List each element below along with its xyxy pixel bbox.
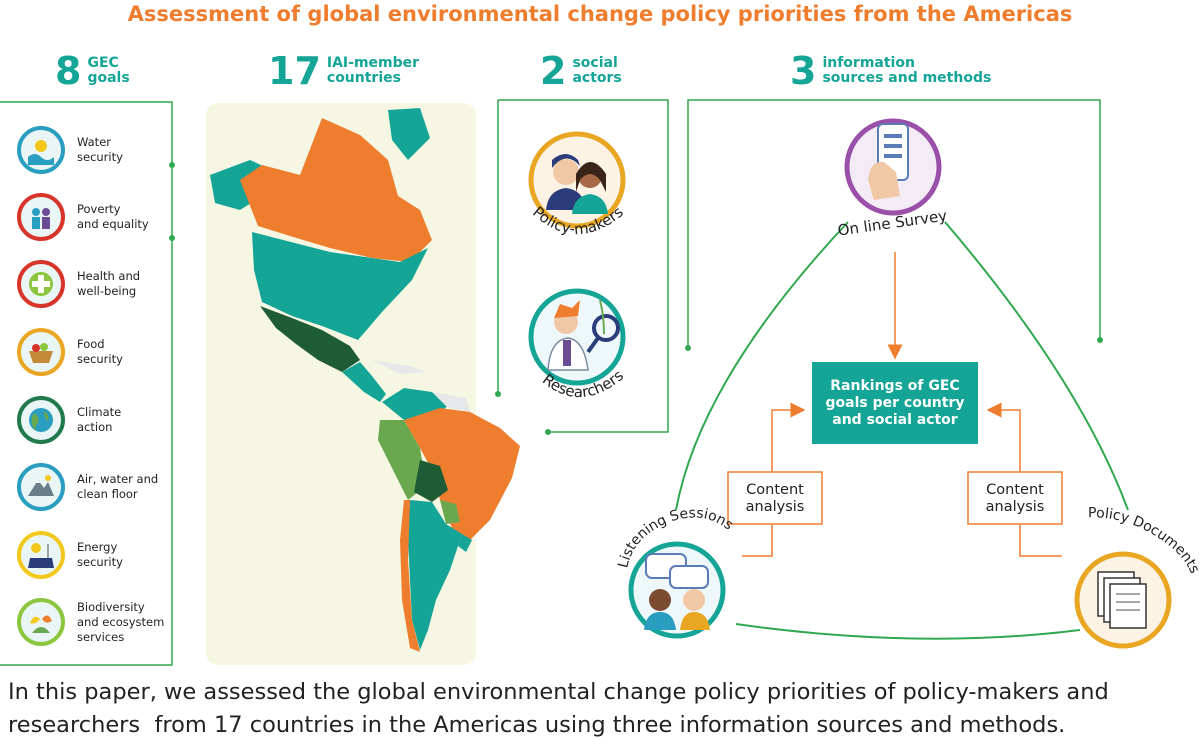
stat-label: GEC xyxy=(87,55,119,71)
rankings-box: Rankings of GEC goals per country and soci… xyxy=(812,362,978,444)
map-region-brazil xyxy=(404,408,520,540)
map-region-bolivia xyxy=(414,460,448,502)
goal-label: Food xyxy=(77,337,105,351)
goal-biodiversity: Biodiversity and ecosystem services xyxy=(17,598,172,646)
connector-dot xyxy=(545,429,551,435)
map-region-peru xyxy=(378,420,426,500)
researchers-icon xyxy=(528,288,626,386)
goals-panel-frame xyxy=(0,101,173,666)
link-listening-documents xyxy=(735,623,1081,640)
goal-water-security: Water security xyxy=(17,126,172,174)
stat-label: information xyxy=(822,55,915,71)
link-survey-documents xyxy=(944,221,1129,511)
link-survey-listening xyxy=(675,221,849,511)
goal-food-security: Food security xyxy=(17,328,172,376)
stat-information-sources: 3 information sources and methods xyxy=(790,52,991,90)
ranking-text: goals per country xyxy=(825,394,965,411)
goal-label: Water xyxy=(77,135,111,149)
map-region-guianas xyxy=(432,392,470,412)
map-region-uruguay xyxy=(458,534,472,552)
map-region-chile xyxy=(400,500,420,652)
map-region-caribbean xyxy=(372,360,426,374)
map-region-canada xyxy=(240,118,432,262)
goal-poverty-equality: Poverty and equality xyxy=(17,193,172,241)
stat-social-actors: 2 social actors xyxy=(540,52,622,90)
stat-label: social xyxy=(572,55,618,71)
actors-panel-frame xyxy=(498,99,669,433)
goal-label: Biodiversity xyxy=(77,599,145,614)
content-analysis-left: Content analysis xyxy=(728,482,822,516)
goal-label: Health and xyxy=(77,269,141,283)
content-analysis-box-left xyxy=(727,471,823,525)
goal-energy-security: Energy security xyxy=(17,531,172,579)
goal-label: security xyxy=(77,150,123,164)
goal-label: Poverty xyxy=(77,202,121,216)
map-region-paraguay xyxy=(440,500,460,524)
climate-icon xyxy=(17,396,65,444)
goal-climate-action: Climate action xyxy=(17,396,172,444)
stat-number: 2 xyxy=(540,49,567,93)
listening-sessions-icon xyxy=(628,541,726,639)
goal-label: Air, water and xyxy=(77,472,159,486)
caption-line: researchers from 17 countries in the Ame… xyxy=(8,712,1066,738)
connector-dot xyxy=(1097,337,1103,343)
biodiversity-icon xyxy=(17,598,65,646)
connector-dot xyxy=(169,162,175,168)
map-region-usa xyxy=(252,232,428,340)
water-icon xyxy=(17,126,65,174)
stat-number: 8 xyxy=(55,49,82,93)
survey-icon xyxy=(844,118,942,216)
page-title: Assessment of global environmental chang… xyxy=(127,2,1073,26)
stat-label: countries xyxy=(326,70,401,86)
policy-documents-icon xyxy=(1074,551,1172,649)
stat-label: IAI-member xyxy=(326,55,420,71)
food-icon xyxy=(17,328,65,376)
map-region-central-america xyxy=(342,362,386,402)
connector-dot xyxy=(495,391,501,397)
stat-countries: 17 IAI-member countries xyxy=(268,52,419,90)
content-analysis-text: Content xyxy=(986,482,1044,498)
goal-label: services xyxy=(77,629,125,644)
goal-air-water-floor: Air, water and clean floor xyxy=(17,463,172,511)
map-region-argentina xyxy=(408,500,462,650)
goal-label: action xyxy=(77,420,113,434)
methods-panel-frame xyxy=(687,99,1101,348)
map-region-mexico xyxy=(260,306,360,372)
connector-dot xyxy=(685,345,691,351)
stat-label: sources and methods xyxy=(822,70,992,86)
health-icon xyxy=(17,260,65,308)
goal-health-wellbeing: Health and well-being xyxy=(17,260,172,308)
ranking-text: and social actor xyxy=(832,411,958,428)
goal-label: Climate xyxy=(77,405,122,419)
goal-label: well-being xyxy=(77,284,137,298)
policy-makers-icon xyxy=(528,131,626,229)
goal-label: security xyxy=(77,555,123,569)
stat-label: goals xyxy=(87,70,130,86)
goal-label: clean floor xyxy=(77,487,138,501)
goal-label: Energy xyxy=(77,540,118,554)
connector-dot xyxy=(169,235,175,241)
goal-label: and equality xyxy=(77,217,149,231)
goal-label: security xyxy=(77,352,123,366)
content-analysis-right: Content analysis xyxy=(968,482,1062,516)
energy-icon xyxy=(17,531,65,579)
stat-number: 17 xyxy=(268,49,321,93)
stat-gec-goals: 8 GEC goals xyxy=(55,52,130,90)
stat-label: actors xyxy=(572,70,622,86)
figure-caption: In this paper, we assessed the global en… xyxy=(8,676,1109,742)
air-icon xyxy=(17,463,65,511)
goal-label: and ecosystem xyxy=(77,614,165,629)
map-region-greenland xyxy=(388,108,430,160)
stat-number: 3 xyxy=(790,49,817,93)
content-analysis-text: analysis xyxy=(745,499,805,515)
content-analysis-text: Content xyxy=(746,482,804,498)
content-analysis-text: analysis xyxy=(985,499,1045,515)
americas-map xyxy=(210,108,520,652)
caption-line: In this paper, we assessed the global en… xyxy=(8,679,1109,705)
content-analysis-box-right xyxy=(967,471,1063,525)
poverty-icon xyxy=(17,193,65,241)
ranking-text: Rankings of GEC xyxy=(830,377,960,394)
